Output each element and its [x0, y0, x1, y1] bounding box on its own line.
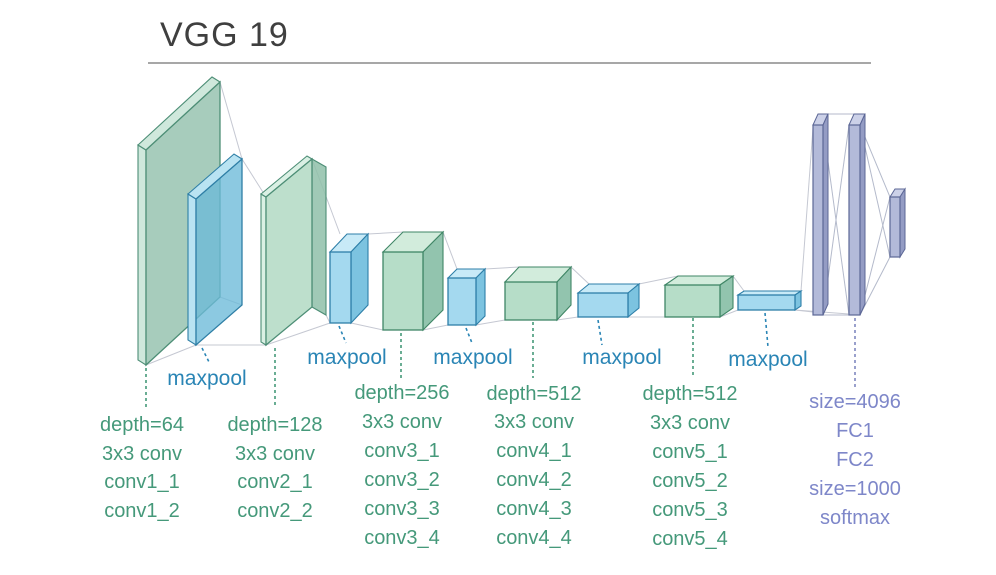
maxpool4-front: [577, 292, 629, 318]
conv5-labels: depth=512 3x3 conv conv5_1 conv5_2 conv5…: [642, 383, 737, 550]
conv5-depth-label: depth=512: [642, 383, 737, 405]
conv4-kernel-label: 3x3 conv: [494, 411, 574, 433]
leader-lines: [145, 312, 856, 408]
conv1-layer2-label: conv1_2: [104, 500, 180, 522]
conv5-layer2-label: conv5_2: [652, 470, 728, 492]
maxpool5-block: [736, 289, 803, 312]
conv1-left-edge: [137, 144, 147, 366]
conv2-labels: depth=128 3x3 conv conv2_1 conv2_2: [227, 414, 322, 522]
maxpool3-label: maxpool: [433, 346, 512, 369]
maxpool3-front: [447, 277, 477, 326]
conv2-face: [265, 157, 313, 347]
connector-lines: [145, 81, 850, 366]
softmax-front: [889, 196, 901, 258]
maxpool2-block: [328, 232, 370, 325]
maxpool1-label: maxpool: [167, 367, 246, 390]
conv2-layer2-label: conv2_2: [237, 500, 313, 522]
maxpool5-front: [737, 294, 796, 311]
conv3-layer4-label: conv3_4: [364, 527, 440, 549]
maxpool-labels: maxpool maxpool maxpool maxpool maxpool: [167, 346, 807, 390]
fc-labels: size=4096 FC1 FC2 size=1000 softmax: [809, 391, 901, 529]
maxpool5-side: [794, 289, 802, 312]
maxpool2-label: maxpool: [307, 346, 386, 369]
conv2-kernel-label: 3x3 conv: [235, 443, 315, 465]
page-title: VGG 19: [160, 16, 289, 54]
fc2-block: [848, 113, 866, 316]
conv3-layer2-label: conv3_2: [364, 469, 440, 491]
conv1-layer1-label: conv1_1: [104, 471, 180, 493]
softmax-side: [899, 187, 906, 259]
maxpool3-block: [446, 267, 487, 327]
softmax-label: softmax: [820, 507, 890, 529]
conv5-layer3-label: conv5_3: [652, 499, 728, 521]
conv5-front: [664, 284, 721, 318]
conv3-block: [381, 230, 445, 332]
maxpool3-side: [475, 267, 486, 327]
conv5-block: [663, 274, 735, 319]
conv4-front: [504, 281, 558, 321]
conv5-layer4-label: conv5_4: [652, 528, 728, 550]
conv5-kernel-label: 3x3 conv: [650, 412, 730, 434]
conv1-kernel-label: 3x3 conv: [102, 443, 182, 465]
conv4-block: [503, 265, 573, 322]
conv4-depth-label: depth=512: [486, 383, 581, 405]
conv1-depth-label: depth=64: [100, 414, 184, 436]
conv4-labels: depth=512 3x3 conv conv4_1 conv4_2 conv4…: [486, 383, 581, 549]
conv3-layer1-label: conv3_1: [364, 440, 440, 462]
maxpool4-block: [576, 282, 641, 319]
conv3-kernel-label: 3x3 conv: [362, 411, 442, 433]
fc-size2-label: size=1000: [809, 478, 901, 500]
conv2-side: [311, 158, 327, 316]
conv3-depth-label: depth=256: [354, 382, 449, 404]
conv2-left-edge: [260, 193, 267, 346]
conv2-depth-label: depth=128: [227, 414, 322, 436]
conv2-block: [260, 155, 327, 347]
conv5-layer1-label: conv5_1: [652, 441, 728, 463]
conv4-layer3-label: conv4_3: [496, 498, 572, 520]
fc1-front: [812, 124, 824, 316]
fc-size1-label: size=4096: [809, 391, 901, 413]
conv3-layer3-label: conv3_3: [364, 498, 440, 520]
fc2-front: [848, 124, 861, 316]
conv3-front: [382, 251, 424, 331]
maxpool1-block: [187, 153, 243, 347]
softmax-block: [889, 187, 906, 259]
maxpool5-label: maxpool: [728, 348, 807, 371]
conv4-layer4-label: conv4_4: [496, 527, 572, 549]
fc1-label: FC1: [836, 420, 874, 442]
conv4-layer2-label: conv4_2: [496, 469, 572, 491]
fc2-side: [859, 113, 866, 316]
conv1-labels: depth=64 3x3 conv conv1_1 conv1_2: [100, 414, 184, 522]
fc1-side: [822, 113, 829, 316]
maxpool1-left-edge: [187, 193, 197, 346]
maxpool2-front: [329, 251, 352, 324]
maxpool1-face: [195, 157, 243, 347]
conv4-layer1-label: conv4_1: [496, 440, 572, 462]
conv3-labels: depth=256 3x3 conv conv3_1 conv3_2 conv3…: [354, 382, 449, 549]
maxpool4-label: maxpool: [582, 346, 661, 369]
fc2-label: FC2: [836, 449, 874, 471]
fc1-block: [812, 113, 829, 316]
conv2-layer1-label: conv2_1: [237, 471, 313, 493]
